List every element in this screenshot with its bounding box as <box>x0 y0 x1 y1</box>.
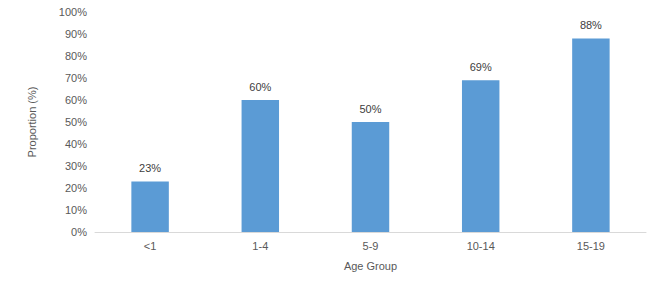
svg-text:15-19: 15-19 <box>577 240 605 252</box>
svg-text:69%: 69% <box>470 61 492 73</box>
svg-text:80%: 80% <box>65 50 87 62</box>
svg-text:30%: 30% <box>65 160 87 172</box>
svg-text:50%: 50% <box>359 103 381 115</box>
svg-text:90%: 90% <box>65 28 87 40</box>
svg-text:100%: 100% <box>59 6 87 18</box>
svg-text:40%: 40% <box>65 138 87 150</box>
svg-text:60%: 60% <box>249 81 271 93</box>
svg-text:50%: 50% <box>65 116 87 128</box>
svg-text:23%: 23% <box>139 162 161 174</box>
svg-text:1-4: 1-4 <box>252 240 268 252</box>
svg-text:Age Group: Age Group <box>344 260 397 272</box>
svg-text:5-9: 5-9 <box>363 240 379 252</box>
svg-text:10-14: 10-14 <box>467 240 495 252</box>
svg-text:10%: 10% <box>65 204 87 216</box>
svg-text:70%: 70% <box>65 72 87 84</box>
svg-text:88%: 88% <box>580 19 602 31</box>
svg-text:20%: 20% <box>65 182 87 194</box>
svg-text:60%: 60% <box>65 94 87 106</box>
svg-text:Proportion (%): Proportion (%) <box>26 87 38 158</box>
svg-text:0%: 0% <box>71 226 87 238</box>
svg-text:<1: <1 <box>144 240 157 252</box>
